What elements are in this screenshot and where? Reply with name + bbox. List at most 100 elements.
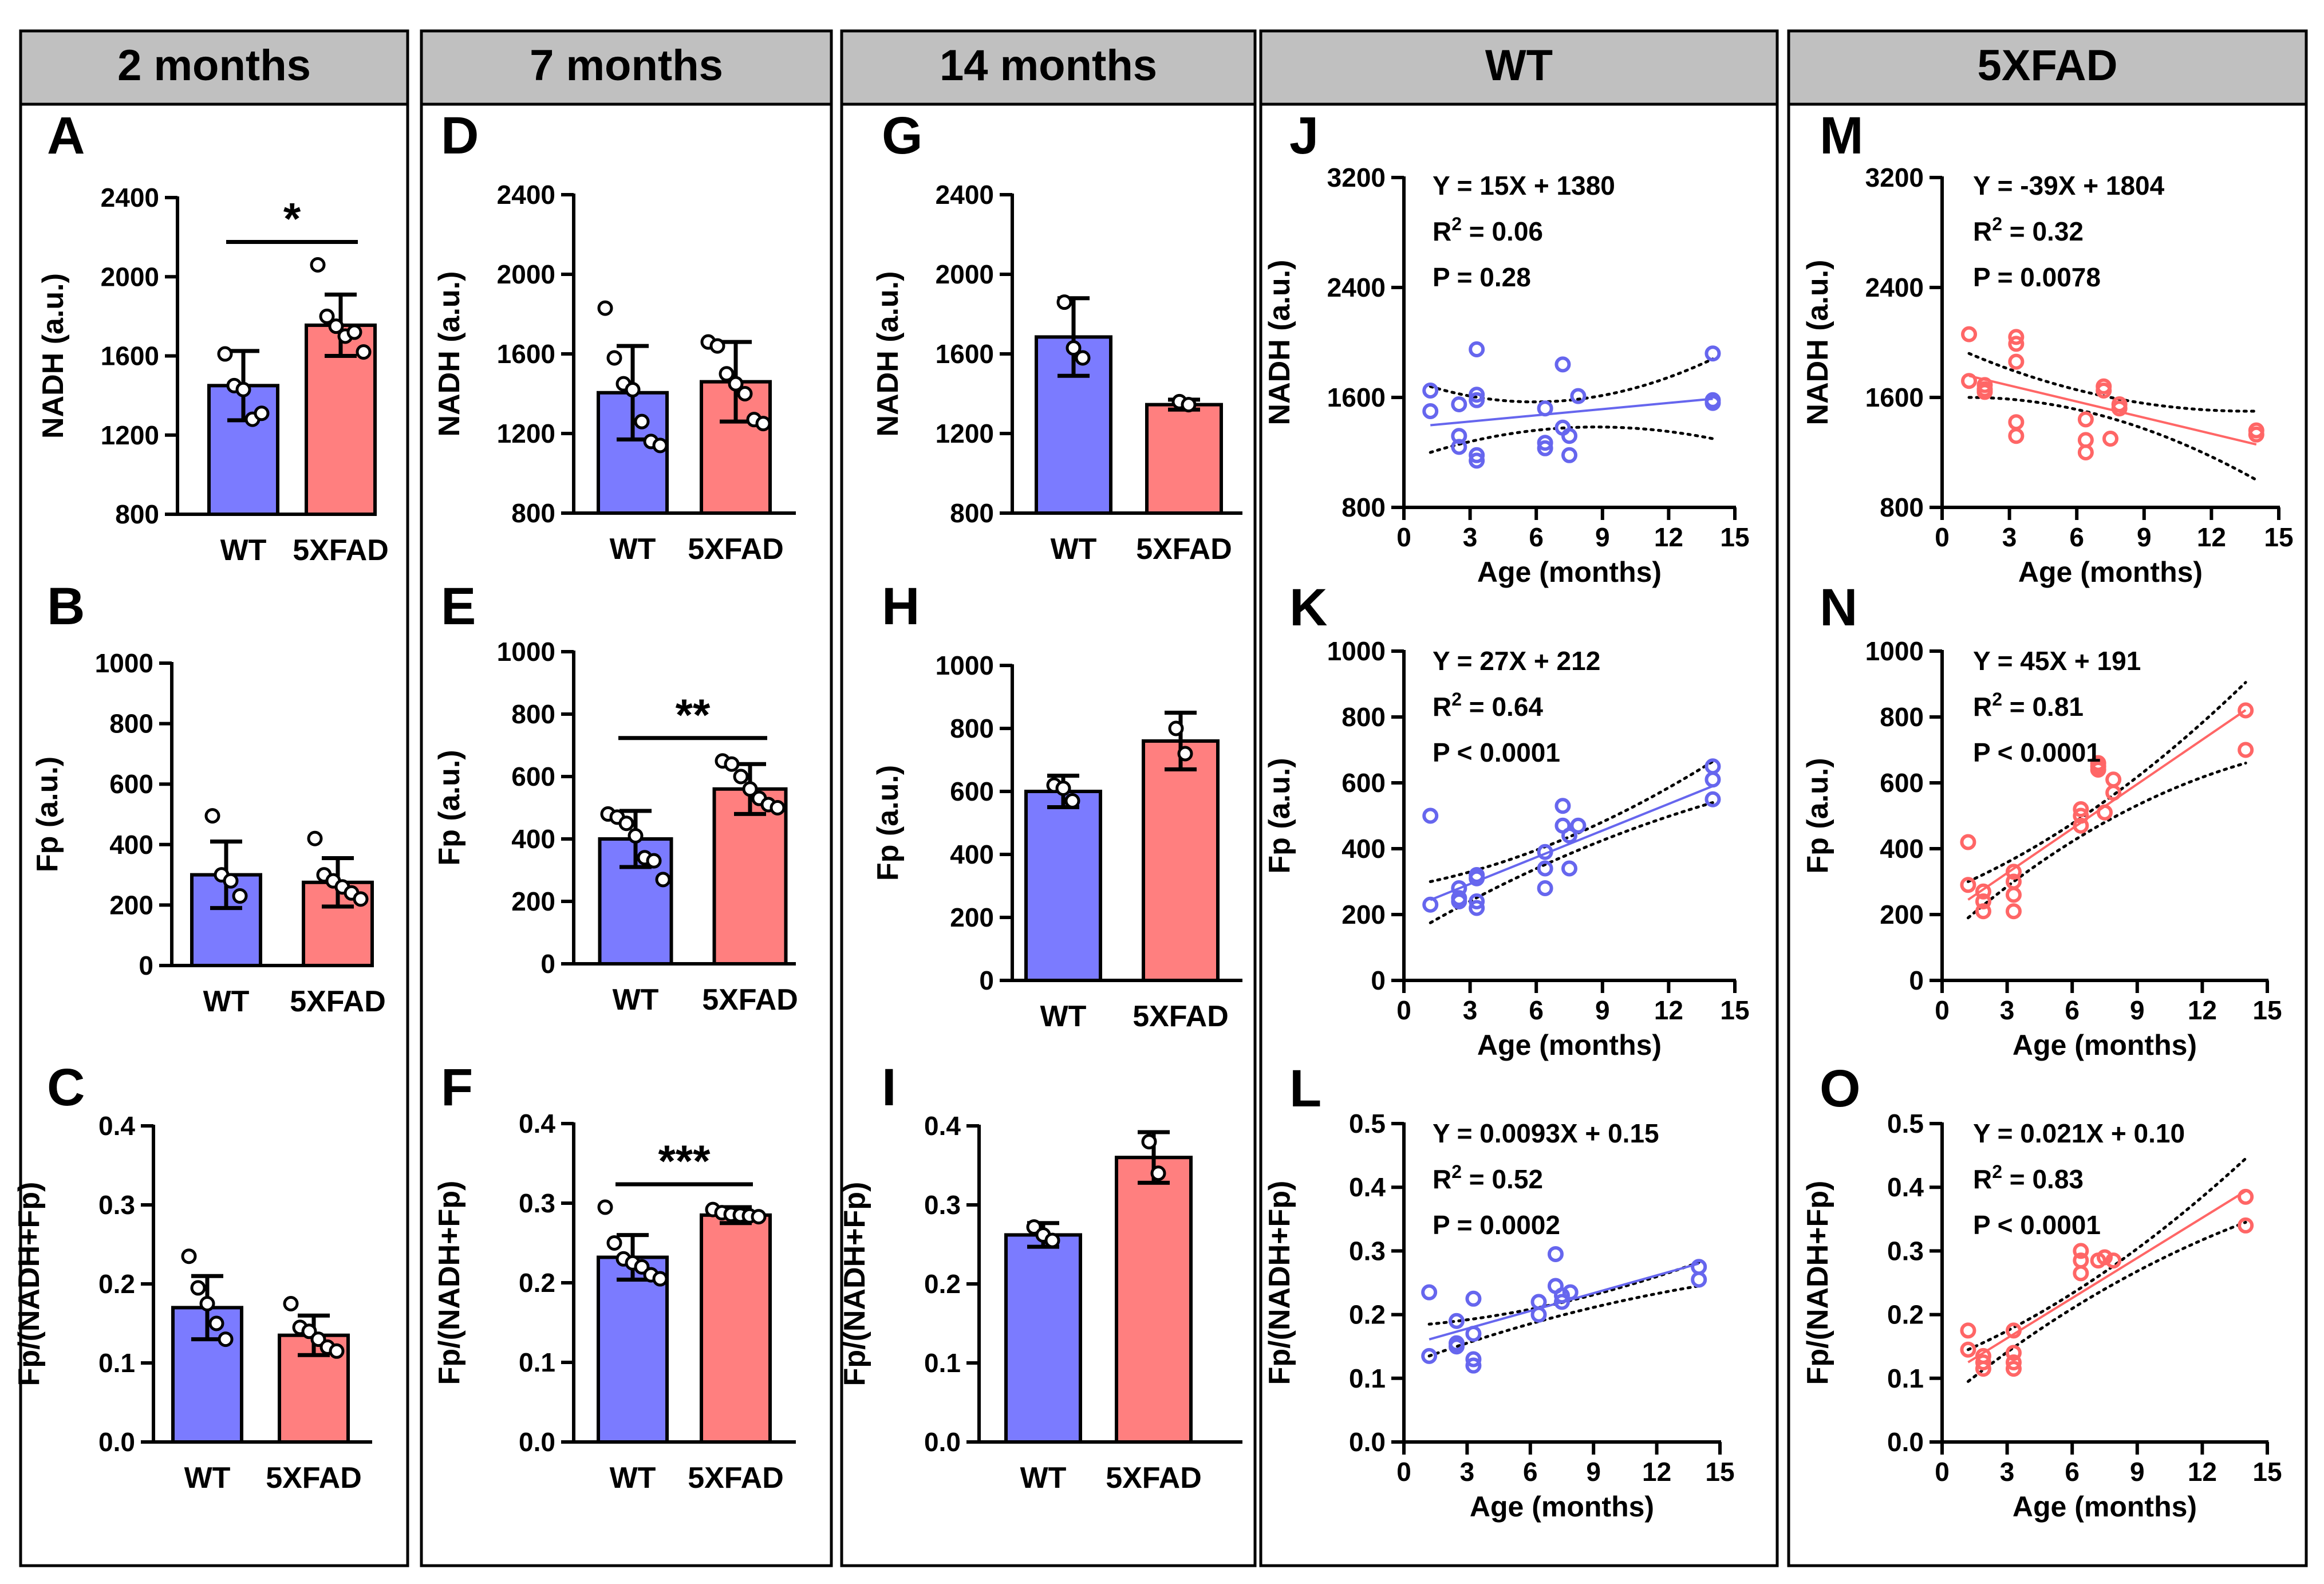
scatter-point-n-1 bbox=[1960, 877, 1976, 893]
scatter-point-o-16 bbox=[2238, 1217, 2254, 1234]
scatter-point-o-7 bbox=[2005, 1354, 2022, 1370]
scatter-point-o-5 bbox=[2005, 1322, 2022, 1339]
x-category-label-d-1: 5XFAD bbox=[688, 533, 784, 566]
x-tick-label-k-1: 3 bbox=[1463, 995, 1478, 1025]
y-tick-label-n-3: 600 bbox=[1880, 768, 1924, 798]
scatter-point-o-13 bbox=[2097, 1249, 2113, 1266]
y-tick-label-f-0: 0.0 bbox=[519, 1427, 555, 1457]
panel-j: J NADH (a.u.) 800 1600 2400 3200 0 3 6 9 12 15 Age (… bbox=[1263, 107, 1750, 588]
scatter-point-k-7 bbox=[1469, 893, 1485, 909]
scatter-point-j-13 bbox=[1554, 356, 1571, 373]
data-point-e-1-2 bbox=[733, 769, 749, 785]
data-point-b-1-5 bbox=[353, 891, 369, 907]
scatter-point-n-9 bbox=[2073, 801, 2089, 817]
y-axis-label-j: NADH (a.u.) bbox=[1263, 260, 1296, 425]
scatter-point-m-14 bbox=[2096, 383, 2112, 399]
x-category-label-g-1: 5XFAD bbox=[1136, 533, 1232, 566]
scatter-point-k-1 bbox=[1422, 896, 1439, 913]
y-tick-label-a-1: 1200 bbox=[101, 420, 159, 450]
column-frame-4 bbox=[1787, 29, 2308, 1567]
scatter-point-o-15 bbox=[2238, 1188, 2254, 1205]
data-point-a-0-4 bbox=[254, 405, 270, 421]
data-point-b-1-0 bbox=[307, 830, 323, 846]
panel-letter-e: E bbox=[441, 577, 476, 636]
scatter-point-l-0 bbox=[1421, 1284, 1438, 1301]
column-title-1: 7 months bbox=[530, 41, 723, 90]
data-point-g-0-2 bbox=[1075, 350, 1091, 366]
data-point-d-1-4 bbox=[737, 386, 753, 401]
ci-lower-m bbox=[1967, 396, 2258, 482]
x-tick-label-j-2: 6 bbox=[1529, 522, 1544, 552]
y-tick-label-d-3: 2000 bbox=[497, 259, 555, 289]
y-tick-label-c-3: 0.3 bbox=[98, 1190, 135, 1220]
data-point-c-0-4 bbox=[218, 1331, 234, 1347]
x-category-label-e-1: 5XFAD bbox=[702, 983, 798, 1016]
data-point-a-1-1 bbox=[319, 308, 335, 324]
x-category-label-i-1: 5XFAD bbox=[1106, 1461, 1202, 1495]
scatter-point-j-7 bbox=[1469, 392, 1485, 408]
scatter-point-o-3 bbox=[1975, 1354, 1991, 1370]
data-point-f-0-6 bbox=[652, 1271, 668, 1287]
x-tick-label-m-4: 12 bbox=[2197, 522, 2226, 552]
column-title-3: WT bbox=[1485, 41, 1553, 90]
x-category-label-b-1: 5XFAD bbox=[290, 985, 386, 1018]
x-axis-label-o: Age (months) bbox=[2013, 1491, 2197, 1523]
y-tick-label-l-0: 0.0 bbox=[1349, 1427, 1386, 1457]
scatter-point-m-10 bbox=[2077, 411, 2094, 428]
ci-upper-m bbox=[1967, 352, 2258, 413]
x-tick-label-m-3: 9 bbox=[2137, 522, 2152, 552]
scatter-point-m-17 bbox=[2111, 400, 2128, 417]
y-tick-label-m-0: 800 bbox=[1880, 492, 1924, 522]
scatter-point-l-1 bbox=[1421, 1347, 1438, 1364]
x-category-label-f-1: 5XFAD bbox=[688, 1461, 784, 1495]
y-tick-label-e-1: 200 bbox=[511, 886, 555, 916]
bar-h-0 bbox=[1024, 790, 1102, 982]
y-tick-label-b-3: 600 bbox=[109, 769, 153, 799]
y-tick-label-e-2: 400 bbox=[511, 824, 555, 854]
scatter-point-l-5 bbox=[1465, 1290, 1482, 1307]
y-axis-label-m: NADH (a.u.) bbox=[1801, 260, 1834, 425]
panel-g: G NADH (a.u.) 800 1200 1600 2000 2400 WT 5XFAD bbox=[871, 107, 1242, 566]
r-squared-j: R2 = 0.06 bbox=[1433, 214, 1543, 246]
p-value-n: P < 0.0001 bbox=[1973, 738, 2101, 767]
y-tick-label-d-1: 1200 bbox=[497, 419, 555, 448]
data-point-d-1-1 bbox=[709, 338, 725, 354]
x-category-label-e-0: WT bbox=[613, 983, 659, 1016]
ci-upper-o bbox=[1966, 1157, 2247, 1351]
scatter-point-m-12 bbox=[2077, 444, 2094, 460]
panel-o: O Fp/(NADH+Fp) 0.0 0.1 0.2 0.3 0.4 0.5 0 3 6 9 12 15 A… bbox=[1801, 1059, 2282, 1523]
x-tick-label-o-1: 3 bbox=[2000, 1457, 2015, 1487]
data-point-a-0-2 bbox=[235, 381, 251, 397]
x-tick-label-n-4: 12 bbox=[2188, 995, 2217, 1025]
data-point-e-0-5 bbox=[646, 853, 662, 869]
scatter-point-l-10 bbox=[1530, 1306, 1547, 1323]
scatter-point-m-5 bbox=[2008, 329, 2025, 345]
ci-lower-n bbox=[1966, 762, 2247, 920]
y-tick-label-i-4: 0.4 bbox=[924, 1111, 961, 1141]
y-tick-label-d-2: 1600 bbox=[497, 339, 555, 369]
r-squared-n: R2 = 0.81 bbox=[1973, 689, 2084, 722]
y-tick-label-m-2: 2400 bbox=[1865, 273, 1924, 302]
scatter-point-n-17 bbox=[2105, 785, 2122, 801]
y-tick-label-n-1: 200 bbox=[1880, 900, 1924, 929]
y-tick-label-l-4: 0.4 bbox=[1349, 1172, 1386, 1202]
panel-letter-k: K bbox=[1289, 578, 1327, 637]
y-tick-label-m-1: 1600 bbox=[1865, 383, 1924, 412]
y-tick-label-n-5: 1000 bbox=[1865, 636, 1924, 666]
x-tick-label-m-2: 6 bbox=[2069, 522, 2084, 552]
bar-e-1 bbox=[712, 787, 788, 966]
scatter-point-n-18 bbox=[2238, 702, 2254, 719]
scatter-point-j-9 bbox=[1469, 452, 1485, 469]
scatter-point-m-9 bbox=[2008, 428, 2025, 444]
x-tick-label-m-1: 3 bbox=[2002, 522, 2017, 552]
scatter-point-j-8 bbox=[1469, 447, 1485, 463]
data-point-d-0-1 bbox=[606, 350, 622, 366]
scatter-point-k-8 bbox=[1469, 900, 1485, 916]
y-axis-label-o: Fp/(NADH+Fp) bbox=[1801, 1181, 1834, 1385]
y-tick-label-g-1: 1200 bbox=[936, 419, 994, 448]
y-tick-label-l-2: 0.2 bbox=[1349, 1300, 1386, 1330]
x-category-label-a-0: WT bbox=[220, 534, 267, 567]
scatter-point-l-11 bbox=[1547, 1246, 1564, 1262]
data-point-e-1-3 bbox=[742, 781, 758, 797]
